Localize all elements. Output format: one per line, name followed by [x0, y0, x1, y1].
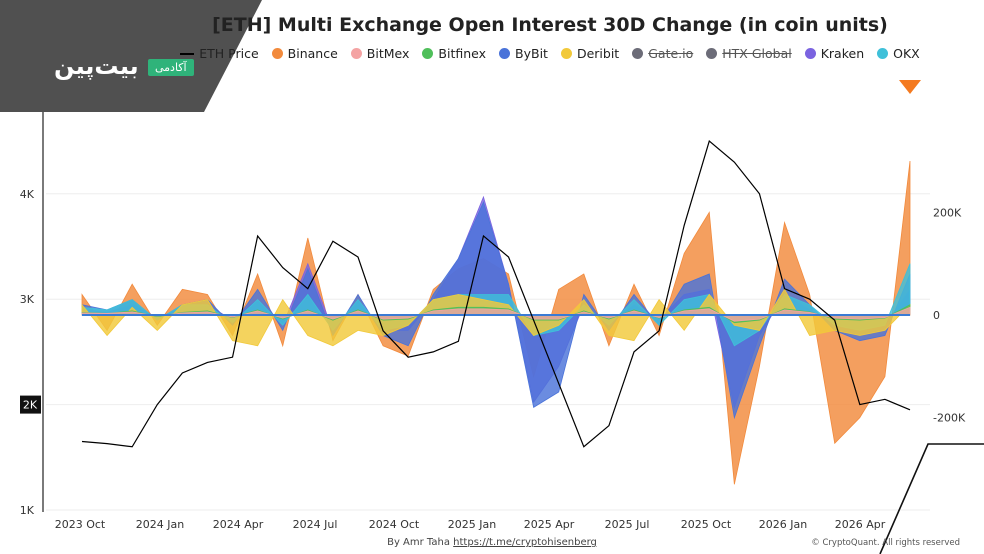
latest-marker: [899, 80, 921, 94]
x-tick-label: 2025 Jul: [605, 518, 650, 531]
legend-swatch: [877, 48, 889, 59]
legend-swatch: [804, 48, 816, 59]
footer-credit: By Amr Taha https://t.me/cryptohisenberg: [0, 537, 984, 548]
legend-label: ETH Price: [199, 46, 259, 61]
y-left-tick-label: 2K: [23, 399, 38, 412]
legend-label: Deribit: [576, 46, 620, 61]
legend-swatch: [499, 48, 511, 59]
y-right-tick-label: 200K: [933, 206, 962, 219]
legend-label: Kraken: [820, 46, 865, 61]
y-right-tick-label: -200K: [933, 412, 966, 425]
eth-price-path: [81, 140, 911, 448]
legend-swatch: [422, 48, 434, 59]
y-left-tick-label: 4K: [20, 188, 35, 201]
legend-item-binance[interactable]: Binance: [271, 46, 338, 61]
y-left-tick-label: 3K: [20, 293, 35, 306]
legend-swatch: [350, 48, 362, 59]
brand-logo: بیت‌پین: [54, 52, 139, 80]
x-tick-label: 2025 Apr: [524, 518, 575, 531]
copyright-text: © CryptoQuant. All rights reserved: [811, 538, 960, 548]
legend-item-gate-io[interactable]: Gate.io: [632, 46, 693, 61]
series-area-binance: [81, 161, 911, 485]
legend-swatch: [180, 52, 195, 55]
chart-title: [ETH] Multi Exchange Open Interest 30D C…: [212, 14, 888, 36]
legend-label: Gate.io: [648, 46, 694, 61]
x-tick-label: 2024 Apr: [213, 518, 264, 531]
x-tick-label: 2025 Jan: [448, 518, 496, 531]
author-label: By Amr Taha: [387, 537, 450, 548]
legend-item-bitmex[interactable]: BitMex: [350, 46, 410, 61]
legend-label: Bitfinex: [438, 46, 487, 61]
legend-label: BitMex: [366, 46, 410, 61]
x-tick-label: 2024 Oct: [369, 518, 420, 531]
legend-swatch: [560, 48, 572, 59]
x-tick-label: 2024 Jul: [293, 518, 338, 531]
y-right-tick-label: 0: [933, 309, 940, 322]
eth-price-line: [81, 140, 911, 448]
legend-item-kraken[interactable]: Kraken: [804, 46, 865, 61]
legend-label: Binance: [287, 46, 338, 61]
legend-swatch: [632, 48, 644, 59]
y-left-tick-label: 1K: [20, 504, 35, 517]
legend-label: OKX: [893, 46, 920, 61]
x-tick-label: 2026 Jan: [759, 518, 807, 531]
latest-value-marker: [899, 80, 921, 94]
legend-item-bitfinex[interactable]: Bitfinex: [422, 46, 486, 61]
logo-band: [0, 0, 262, 112]
legend-label: HTX Global: [722, 46, 792, 61]
corner-decoration: [879, 443, 984, 554]
author-link[interactable]: https://t.me/cryptohisenberg: [453, 537, 597, 548]
legend-item-eth-price[interactable]: ETH Price: [180, 46, 259, 61]
chart-series-areas: [81, 161, 911, 485]
chart-axes: 1K 2K 3K 4K -200K 0 200K 2023 Oct 2024 Jan 2024 A…: [20, 78, 966, 531]
legend-item-htx-global[interactable]: HTX Global: [706, 46, 792, 61]
highlight-tick-box: [20, 395, 41, 414]
legend-swatch: [706, 48, 718, 59]
legend-item-deribit[interactable]: Deribit: [560, 46, 620, 61]
legend-label: ByBit: [515, 46, 548, 61]
legend-swatch: [271, 48, 283, 59]
x-tick-label: 2025 Oct: [681, 518, 732, 531]
x-tick-label: 2026 Apr: [835, 518, 886, 531]
x-tick-label: 2024 Jan: [136, 518, 184, 531]
brand-badge: آکادمی: [148, 59, 194, 76]
x-tick-label: 2023 Oct: [55, 518, 106, 531]
legend-item-okx[interactable]: OKX: [877, 46, 920, 61]
legend-item-bybit[interactable]: ByBit: [499, 46, 548, 61]
chart-legend: ETH Price Binance BitMex Bitfinex ByBit Derib…: [150, 46, 950, 61]
corner-frame-line: [879, 443, 984, 554]
